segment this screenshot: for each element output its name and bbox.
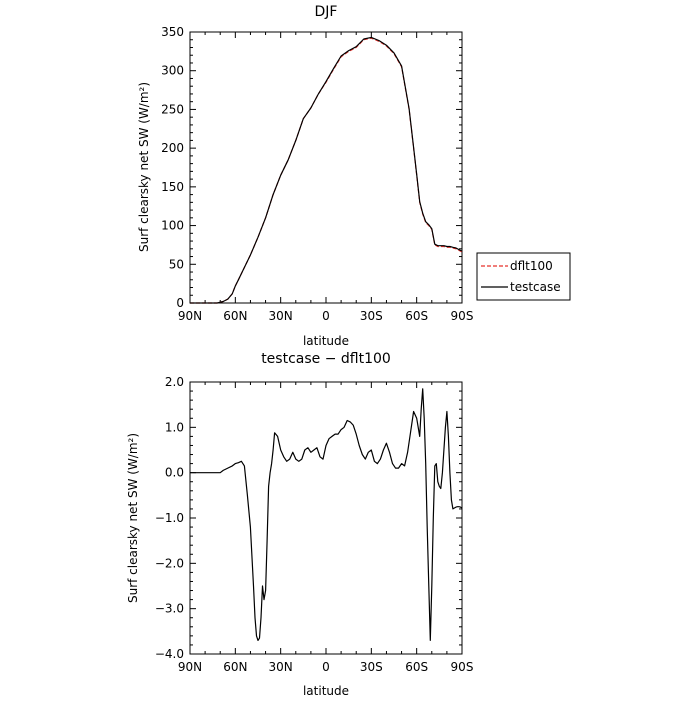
plot-area [189,381,463,655]
legend: dflt100 testcase [476,252,571,301]
legend-label-testcase: testcase [510,280,561,294]
x-tick-label: 60N [223,309,247,323]
chart-title: DJF [315,4,338,20]
y-tick-label: −1.0 [155,511,184,525]
x-tick-label: 60S [405,309,428,323]
chart-title: testcase − dflt100 [261,351,391,367]
y-tick-label: 2.0 [165,375,184,389]
panel-top-chart: DJF 90N 60N 30N 0 30S 60S 90S 0 50 100 150 200 250 30… [137,4,473,348]
x-axis-label: latitude [303,684,349,698]
y-tick-label: 0.0 [165,466,184,480]
y-tick-label: 150 [161,180,184,194]
axis-ticks: 90N 60N 30N 0 30S 60S 90S −4.0 −3.0 −2.0 −1.0 0.0 1.… [155,375,474,674]
y-tick-label: 300 [161,64,184,78]
series-line-testcase [190,388,463,642]
x-tick-label: 30N [269,660,293,674]
y-tick-label: −2.0 [155,556,184,570]
y-tick-label: 250 [161,102,184,116]
y-tick-label: 0 [176,296,184,310]
y-axis-label: Surf clearsky net SW (W/m²) [137,82,151,252]
x-tick-label: 30S [360,660,383,674]
x-tick-label: 60N [223,660,247,674]
y-axis-label: Surf clearsky net SW (W/m²) [126,433,140,603]
legend-label-dflt100: dflt100 [510,259,553,273]
x-tick-label: 90N [178,309,202,323]
x-tick-label: 60S [405,660,428,674]
legend-box [476,252,571,301]
series-lines [190,36,463,304]
y-tick-label: 200 [161,141,184,155]
x-tick-label: 0 [322,660,330,674]
panel-bottom-chart: testcase − dflt100 90N 60N 30N 0 30S 60S 90S −4… [126,351,473,698]
series-line-dflt100 [190,37,463,304]
y-tick-label: 100 [161,219,184,233]
axis-ticks: 90N 60N 30N 0 30S 60S 90S 0 50 100 150 200 250 300 350 [161,25,473,323]
x-tick-label: 90N [178,660,202,674]
y-tick-label: 1.0 [165,420,184,434]
x-tick-label: 30S [360,309,383,323]
y-tick-label: −3.0 [155,602,184,616]
plot-area [189,31,463,304]
x-tick-label: 90S [451,309,474,323]
y-tick-label: 50 [169,257,184,271]
series-line-testcase [190,36,463,304]
y-tick-label: −4.0 [155,647,184,661]
series-lines [190,388,463,642]
x-tick-label: 90S [451,660,474,674]
x-tick-label: 0 [322,309,330,323]
x-tick-label: 30N [269,309,293,323]
y-tick-label: 350 [161,25,184,39]
x-axis-label: latitude [303,334,349,348]
